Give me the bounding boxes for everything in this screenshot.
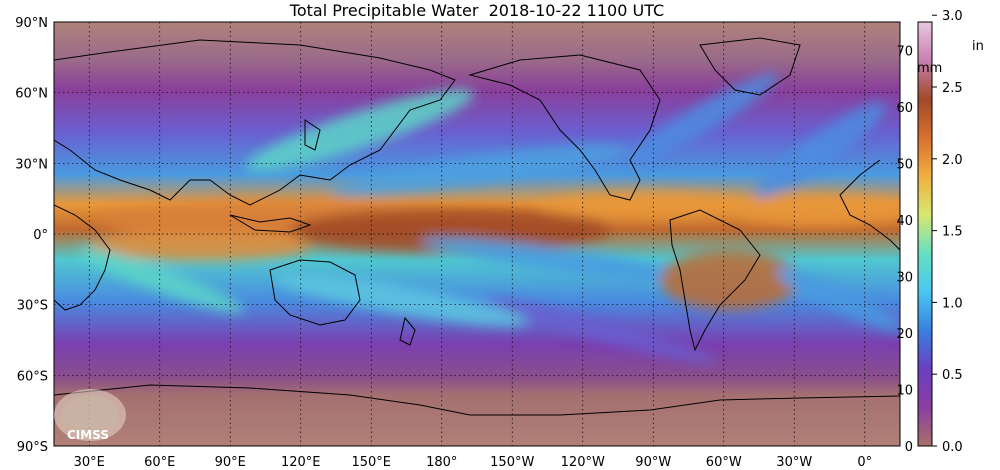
- latitude-label: 90°N: [15, 16, 48, 31]
- longitude-label: 60°W: [706, 455, 742, 470]
- latitude-label: 60°N: [15, 87, 48, 102]
- moisture-plumes: [75, 73, 900, 363]
- longitude-label: 30°E: [74, 455, 105, 470]
- coast-south-america: [669, 209, 761, 352]
- colorbar-mm-labels: 70 60 50 40 30 20 10 0: [896, 44, 913, 455]
- colorbar-in-tick: 1.0: [942, 296, 963, 311]
- coast-indonesia: [229, 214, 312, 233]
- colorbar-in-tick: 3.0: [942, 9, 963, 24]
- colorbar-in-tick: 0.5: [942, 368, 963, 383]
- coastlines: [54, 37, 900, 416]
- longitude-label: 120°W: [561, 455, 605, 470]
- coast-greenland: [699, 37, 801, 96]
- tpw-field: [54, 22, 900, 446]
- colorbar-mm-tick: 70: [896, 44, 913, 59]
- longitude-label: 0°: [857, 455, 872, 470]
- colorbar: mm in 70 60 50 40 30 20 10 0 3.0 2.5 2.0 1.5 1.0 0.5…: [896, 9, 983, 455]
- colorbar-mm-tick: 20: [896, 327, 913, 342]
- longitude-labels: 30°E 60°E 90°E 120°E 150°E 180° 150°W 120°W 90°W…: [74, 455, 873, 470]
- cimss-logo: CIMSS: [54, 389, 126, 442]
- longitude-label: 60°E: [144, 455, 175, 470]
- graticule: [54, 22, 900, 446]
- longitude-label: 90°E: [215, 455, 246, 470]
- coast-new-zealand: [399, 316, 416, 346]
- colorbar-mm-tick: 40: [896, 214, 913, 229]
- coast-australia: [269, 259, 361, 326]
- colorbar-in-tick: 2.0: [942, 153, 963, 168]
- colorbar-mm-tick: 30: [896, 270, 913, 285]
- map-title: Total Precipitable Water 2018-10-22 1100…: [289, 1, 665, 20]
- colorbar-in-labels: 3.0 2.5 2.0 1.5 1.0 0.5 0.0: [932, 9, 963, 455]
- latitude-label: 30°N: [15, 157, 48, 172]
- colorbar-mm-tick: 60: [896, 101, 913, 116]
- longitude-label: 150°W: [490, 455, 534, 470]
- colorbar-mm-tick: 10: [896, 383, 913, 398]
- latitude-labels: 90°N 60°N 30°N 0° 30°S 60°S 90°S: [15, 16, 48, 455]
- longitude-label: 30°W: [776, 455, 812, 470]
- latitude-label: 60°S: [17, 369, 48, 384]
- longitude-label: 120°E: [281, 455, 321, 470]
- colorbar-mm-tick: 0: [905, 440, 913, 455]
- logo-text: CIMSS: [67, 428, 109, 442]
- colorbar-scale: [917, 21, 933, 447]
- colorbar-in-tick: 1.5: [942, 225, 963, 240]
- longitude-label: 90°W: [635, 455, 671, 470]
- map-frame: [53, 21, 901, 447]
- colorbar-mm-tick: 50: [896, 157, 913, 172]
- coast-japan: [304, 119, 321, 151]
- longitude-label: 150°E: [351, 455, 391, 470]
- coast-north-america: [468, 54, 661, 201]
- colorbar-in-unit: in: [972, 39, 984, 54]
- coast-eurasia: [54, 39, 456, 206]
- longitude-label: 180°: [426, 455, 457, 470]
- colorbar-in-tick: 2.5: [942, 81, 963, 96]
- latitude-label: 0°: [33, 228, 48, 243]
- colorbar-mm-unit: mm: [917, 61, 942, 76]
- colorbar-in-tick: 0.0: [942, 440, 963, 455]
- latitude-label: 30°S: [17, 299, 48, 314]
- coast-africa: [54, 204, 111, 311]
- coast-africa-west: [839, 159, 900, 251]
- coast-antarctica: [54, 384, 900, 416]
- latitude-label: 90°S: [17, 440, 48, 455]
